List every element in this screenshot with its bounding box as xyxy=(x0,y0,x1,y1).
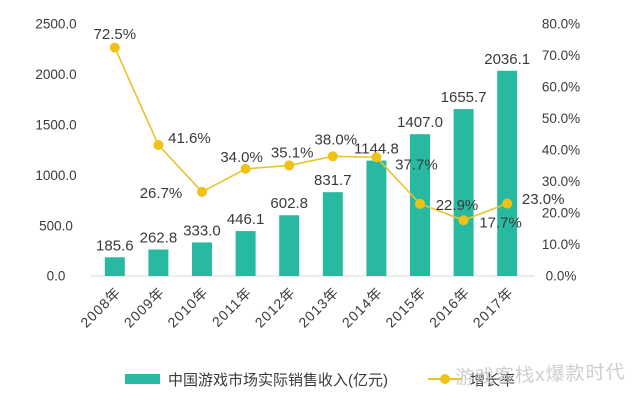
right-axis-tick-label: 40.0% xyxy=(542,143,580,158)
line-value-label: 38.0% xyxy=(315,132,358,149)
line-marker-2017年 xyxy=(502,198,513,209)
x-axis-label-2015年: 2015年 xyxy=(382,284,429,331)
bar-value-label: 333.0 xyxy=(183,222,221,239)
bar-value-label: 1655.7 xyxy=(441,89,487,106)
left-axis-tick-label: 500.0 xyxy=(39,218,73,233)
bar-2013年 xyxy=(322,192,343,276)
line-value-label: 41.6% xyxy=(168,130,211,147)
right-axis-tick-label: 70.0% xyxy=(542,48,580,63)
bar-value-label: 2036.1 xyxy=(484,51,530,68)
bar-value-label: 602.8 xyxy=(270,195,308,212)
x-axis-label-2016年: 2016年 xyxy=(426,284,473,331)
line-value-label: 22.9% xyxy=(436,197,479,214)
legend-label-revenue: 中国游戏市场实际销售收入(亿元) xyxy=(167,371,388,389)
x-axis-label-2009年: 2009年 xyxy=(121,284,168,331)
left-axis-tick-label: 2500.0 xyxy=(35,17,76,32)
right-axis-tick-label: 50.0% xyxy=(542,111,580,126)
growth-line xyxy=(114,47,508,222)
legend-item-growth: 增长率 xyxy=(427,369,515,390)
legend-label-growth: 增长率 xyxy=(469,371,515,389)
line-value-label: 35.1% xyxy=(271,145,314,162)
right-axis-tick-label: 30.0% xyxy=(542,174,580,189)
line-marker-2016年 xyxy=(458,215,469,226)
bar-2008年 xyxy=(104,257,125,276)
left-axis-tick-label: 1500.0 xyxy=(35,118,76,133)
line-value-label: 72.5% xyxy=(94,26,137,43)
bar-2011年 xyxy=(235,231,256,276)
line-marker-2013年 xyxy=(327,151,338,162)
line-value-label: 34.0% xyxy=(220,149,263,166)
x-axis-label-2008年: 2008年 xyxy=(77,284,124,331)
bar-value-label: 185.6 xyxy=(96,237,134,254)
x-axis-label-2017年: 2017年 xyxy=(470,284,517,331)
line-marker-2008年 xyxy=(109,42,120,53)
bar-value-label: 1407.0 xyxy=(397,114,443,131)
x-axis-label-2012年: 2012年 xyxy=(252,284,299,331)
bar-2010年 xyxy=(192,242,212,276)
x-axis-label-2010年: 2010年 xyxy=(164,284,211,331)
line-value-label: 23.0% xyxy=(522,191,565,208)
line-marker-2014年 xyxy=(371,152,382,163)
x-axis-label-2014年: 2014年 xyxy=(339,284,386,331)
bar-value-label: 262.8 xyxy=(140,230,178,247)
line-marker-2009年 xyxy=(153,139,164,150)
bar-2012年 xyxy=(279,215,300,276)
right-axis-tick-label: 10.0% xyxy=(542,237,580,252)
left-axis-tick-label: 2000.0 xyxy=(35,67,76,82)
right-axis-tick-label: 20.0% xyxy=(542,206,580,221)
legend-line-marker-icon xyxy=(427,374,462,384)
bar-2009年 xyxy=(148,249,169,276)
line-marker-2015年 xyxy=(415,198,425,209)
left-axis-tick-label: 0.0 xyxy=(47,269,66,284)
right-axis-tick-label: 0.0% xyxy=(546,269,577,284)
left-axis-tick-label: 1000.0 xyxy=(35,168,76,183)
x-axis-label-2013年: 2013年 xyxy=(295,284,342,331)
line-marker-2012年 xyxy=(284,160,295,171)
bar-value-label: 1144.8 xyxy=(354,141,399,158)
bar-value-label: 831.7 xyxy=(314,172,352,189)
legend-item-revenue: 中国游戏市场实际销售收入(亿元) xyxy=(124,369,388,390)
line-marker-2010年 xyxy=(197,186,207,197)
chart-legend: 中国游戏市场实际销售收入(亿元) 增长率 xyxy=(0,366,640,392)
right-axis-tick-label: 80.0% xyxy=(542,17,580,32)
line-value-label: 17.7% xyxy=(479,214,522,231)
bar-2017年 xyxy=(497,70,518,276)
x-axis-label-2011年: 2011年 xyxy=(209,284,255,330)
line-value-label: 37.7% xyxy=(395,156,438,173)
legend-swatch-bar-icon xyxy=(124,374,160,384)
right-axis-tick-label: 60.0% xyxy=(542,80,580,95)
bar-2014年 xyxy=(366,160,387,276)
line-value-label: 26.7% xyxy=(140,185,183,202)
line-marker-2011年 xyxy=(240,163,251,174)
bar-2016年 xyxy=(453,109,474,276)
bar-value-label: 446.1 xyxy=(227,211,265,228)
